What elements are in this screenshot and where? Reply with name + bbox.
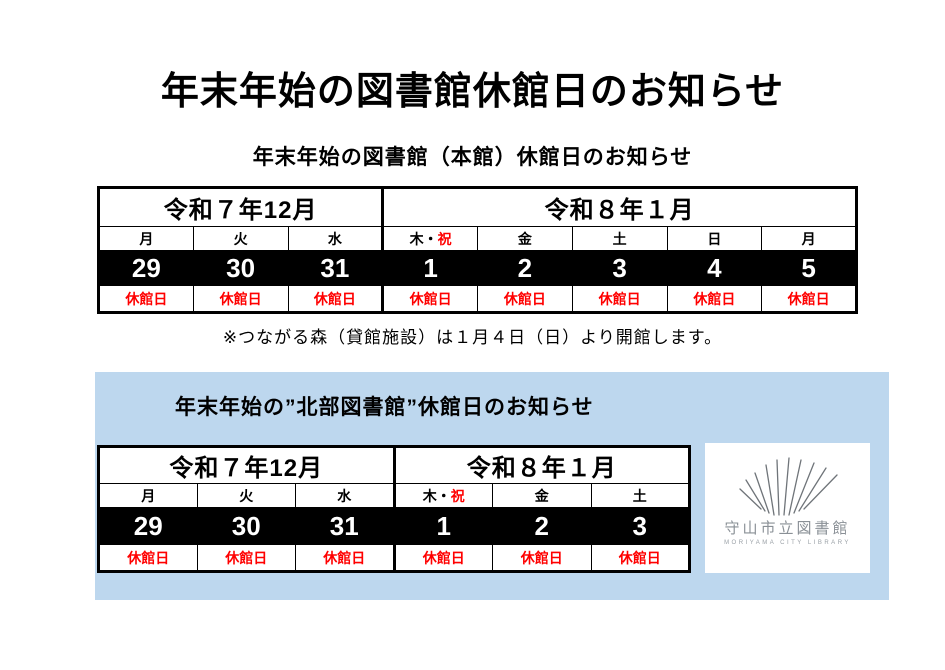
date-row: 29 30 31 1 2 3 (98, 507, 690, 545)
date-cell: 29 (98, 507, 198, 545)
date-cell: 30 (192, 250, 289, 286)
date-cell: 4 (666, 250, 763, 286)
closed-status-cell: 休館日 (196, 544, 296, 572)
weekday-cell: 火 (196, 483, 296, 508)
weekday-row: 月 火 水 木・祝 金 土 (98, 483, 690, 508)
weekday-cell: 月 (761, 226, 857, 251)
closed-status-cell: 休館日 (477, 285, 573, 313)
date-cell: 5 (761, 250, 857, 286)
north-library-subtitle: 年末年始の”北部図書館”休館日のお知らせ (175, 396, 594, 419)
main-library-calendar-table: 令和７年12月 令和８年１月 月 火 水 木・祝 金 土 日 月 29 30 3… (97, 186, 858, 314)
weekday-cell: 水 (295, 483, 395, 508)
date-cell: 3 (590, 507, 690, 545)
weekday-cell: 水 (287, 226, 384, 251)
weekday-cell: 日 (666, 226, 763, 251)
month-header-january: 令和８年１月 (381, 187, 857, 227)
closed-status-cell: 休館日 (192, 285, 289, 313)
month-header-row: 令和７年12月 令和８年１月 (97, 187, 857, 227)
closed-status-cell: 休館日 (98, 285, 194, 313)
weekday-cell: 木・祝 (392, 483, 493, 508)
closed-status-cell: 休館日 (381, 285, 478, 313)
page-title: 年末年始の図書館休館日のお知らせ (160, 71, 785, 113)
fan-of-books-icon (738, 457, 838, 516)
closed-status-cell: 休館日 (666, 285, 763, 313)
closed-status-row: 休館日 休館日 休館日 休館日 休館日 休館日 休館日 休館日 (98, 285, 857, 313)
closed-status-cell: 休館日 (392, 544, 493, 572)
date-cell: 3 (571, 250, 668, 286)
library-logo-card: 守山市立図書館 MORIYAMA CITY LIBRARY (705, 443, 870, 573)
weekday-cell: 土 (590, 483, 690, 508)
date-cell: 1 (381, 250, 478, 286)
closed-status-cell: 休館日 (590, 544, 690, 572)
closed-status-cell: 休館日 (761, 285, 857, 313)
library-logo-subtitle: MORIYAMA CITY LIBRARY (724, 540, 851, 546)
date-cell: 30 (196, 507, 296, 545)
library-logo-name: 守山市立図書館 (724, 520, 851, 537)
weekday-cell: 金 (477, 226, 573, 251)
weekday-cell: 土 (571, 226, 668, 251)
closed-status-cell: 休館日 (571, 285, 668, 313)
main-library-subtitle: 年末年始の図書館（本館）休館日のお知らせ (252, 146, 693, 169)
closed-status-row: 休館日 休館日 休館日 休館日 休館日 休館日 (98, 544, 690, 572)
date-row: 29 30 31 1 2 3 4 5 (98, 250, 857, 286)
date-cell: 31 (287, 250, 384, 286)
north-library-calendar-table: 令和７年12月 令和８年１月 月 火 水 木・祝 金 土 29 30 31 1 … (97, 445, 691, 573)
closed-status-cell: 休館日 (287, 285, 384, 313)
closed-status-cell: 休館日 (295, 544, 395, 572)
weekday-cell: 木・祝 (381, 226, 478, 251)
date-cell: 29 (98, 250, 194, 286)
closed-status-cell: 休館日 (492, 544, 592, 572)
weekday-row: 月 火 水 木・祝 金 土 日 月 (98, 226, 857, 251)
date-cell: 2 (477, 250, 573, 286)
closed-status-cell: 休館日 (98, 544, 198, 572)
weekday-cell: 月 (98, 226, 194, 251)
date-cell: 31 (295, 507, 395, 545)
month-header-january: 令和８年１月 (392, 446, 690, 484)
month-header-row: 令和７年12月 令和８年１月 (98, 446, 690, 484)
date-cell: 2 (492, 507, 592, 545)
reopening-note: ※つながる森（貸館施設）は１月４日（日）より開館します。 (222, 328, 723, 347)
weekday-cell: 火 (192, 226, 289, 251)
weekday-cell: 月 (98, 483, 198, 508)
month-header-december: 令和７年12月 (98, 446, 395, 484)
month-header-december: 令和７年12月 (97, 187, 384, 227)
weekday-cell: 金 (492, 483, 592, 508)
date-cell: 1 (392, 507, 493, 545)
